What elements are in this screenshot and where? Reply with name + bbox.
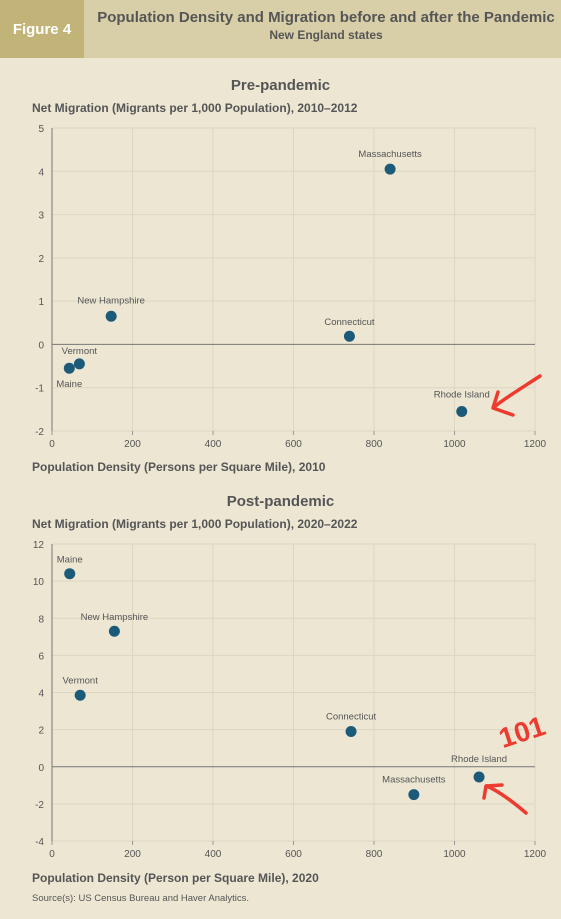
point-label: Rhode Island	[451, 754, 507, 765]
x-tick-label: 1000	[443, 849, 466, 860]
data-point-massachusetts	[408, 789, 420, 801]
chart-1-title: Pre-pandemic	[230, 77, 331, 94]
y-tick-label: 3	[38, 211, 44, 222]
x-tick-label: 0	[49, 849, 55, 860]
y-tick-label: -1	[35, 384, 44, 395]
point-label: Massachusetts	[382, 775, 446, 786]
point-label: Maine	[57, 555, 83, 566]
y-tick-label: 8	[38, 614, 44, 625]
figure-tag: Figure 4	[0, 0, 84, 58]
x-tick-label: 1200	[524, 439, 547, 450]
data-point-maine	[64, 568, 76, 580]
chart-1-xlabel: Population Density (Persons per Square M…	[32, 460, 326, 474]
figure-header	[0, 0, 561, 58]
data-point-connecticut	[343, 330, 355, 342]
point-label: Connecticut	[326, 711, 377, 722]
y-tick-label: 5	[38, 124, 44, 135]
y-tick-label: -4	[35, 837, 44, 848]
x-tick-label: 200	[124, 849, 141, 860]
y-tick-label: 2	[38, 726, 44, 737]
y-tick-label: 10	[33, 577, 45, 588]
point-label: Maine	[56, 379, 82, 390]
x-tick-label: 0	[49, 439, 55, 450]
data-point-rhode-island	[473, 771, 485, 783]
y-tick-label: 2	[38, 254, 44, 265]
point-label: Rhode Island	[434, 390, 490, 401]
annotation-arrow-rhode-island-post	[482, 783, 528, 815]
x-tick-label: 200	[124, 439, 141, 450]
x-tick-label: 1200	[524, 849, 547, 860]
annotation-handwritten-number: 101	[495, 710, 549, 754]
source-note: Source(s): US Census Bureau and Haver An…	[32, 893, 250, 904]
x-tick-label: 600	[285, 439, 302, 450]
y-tick-label: 1	[38, 297, 44, 308]
x-tick-label: 400	[205, 849, 222, 860]
x-tick-label: 800	[366, 849, 383, 860]
y-tick-label: 4	[38, 167, 44, 178]
x-tick-label: 800	[366, 439, 383, 450]
annotation-arrow-rhode-island-pre	[491, 374, 542, 417]
point-label: New Hampshire	[81, 612, 149, 623]
chart-2-xlabel: Population Density (Person per Square Mi…	[32, 871, 319, 885]
data-point-vermont	[74, 689, 86, 701]
chart-2-ylabel: Net Migration (Migrants per 1,000 Popula…	[32, 517, 358, 531]
data-point-connecticut	[345, 725, 357, 737]
data-point-new-hampshire	[105, 310, 117, 322]
point-label: Massachusetts	[358, 149, 422, 160]
y-tick-label: -2	[35, 800, 44, 811]
post-pandemic-scatter: 0 200 400 600 800 1000 1200 -4 -2 0 2 4 6 8 10 12 Maine N…	[33, 540, 547, 860]
figure-subtitle: New England states	[269, 28, 383, 42]
data-point-maine	[63, 362, 75, 374]
point-label: Vermont	[62, 346, 98, 357]
data-point-massachusetts	[384, 163, 396, 175]
data-point-new-hampshire	[108, 625, 120, 637]
point-label: Vermont	[62, 675, 98, 686]
point-label: Connecticut	[324, 317, 375, 328]
x-tick-label: 400	[205, 439, 222, 450]
chart-1-ylabel: Net Migration (Migrants per 1,000 Popula…	[32, 101, 358, 115]
y-tick-label: 4	[38, 689, 44, 700]
figure-title: Population Density and Migration before …	[97, 9, 555, 26]
data-point-vermont	[73, 358, 85, 370]
pre-pandemic-scatter: 0 200 400 600 800 1000 1200 -2 -1 0 1 2 3 4 5 Massachus…	[35, 124, 546, 450]
chart-2-title: Post-pandemic	[226, 493, 335, 510]
y-tick-label: 12	[33, 540, 45, 551]
y-tick-label: 0	[38, 340, 44, 351]
x-tick-label: 600	[285, 849, 302, 860]
y-tick-label: 0	[38, 763, 44, 774]
data-point-rhode-island	[456, 406, 468, 418]
x-tick-label: 1000	[443, 439, 466, 450]
y-tick-label: 6	[38, 651, 44, 662]
y-tick-label: -2	[35, 427, 44, 438]
point-label: New Hampshire	[77, 295, 145, 306]
